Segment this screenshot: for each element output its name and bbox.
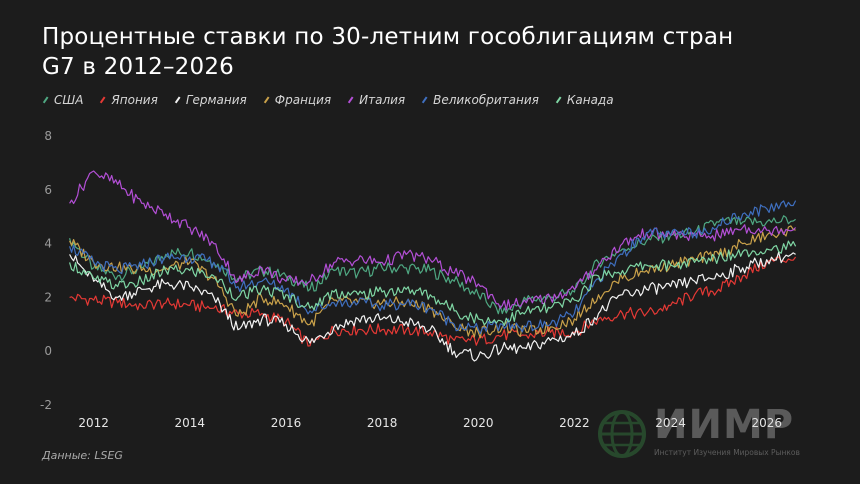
x-tick-label: 2014 (175, 416, 206, 430)
brand-watermark: ИИМР Институт Изучения Мировых Рынков (592, 402, 832, 468)
y-tick-label: 2 (44, 290, 52, 304)
legend-label: Великобритания (433, 93, 539, 107)
x-tick-label: 2024 (655, 416, 686, 430)
y-tick-label: 0 (44, 344, 52, 358)
legend-item: США (42, 93, 83, 107)
legend-label: Франция (274, 93, 332, 107)
brand-name: ИИМР (654, 402, 795, 448)
x-tick-label: 2018 (367, 416, 398, 430)
y-tick-label: 4 (44, 237, 52, 251)
series-line-3 (69, 251, 796, 362)
data-source-note: Данные: LSEG (42, 449, 123, 462)
legend-label: Канада (566, 93, 614, 107)
legend-label: Германия (185, 93, 247, 107)
globe-icon (598, 410, 646, 458)
legend-label: США (54, 93, 84, 107)
legend-label: Япония (111, 93, 158, 107)
chart-legend: США Япония Германия Франция Италия Великобрит… (42, 93, 614, 107)
legend-item: Канада (555, 93, 614, 107)
legend-item: Германия (174, 93, 247, 107)
series-line-6 (69, 200, 797, 335)
series-line-2 (69, 256, 797, 347)
y-tick-label: -2 (40, 398, 52, 412)
x-tick-label: 2012 (78, 416, 109, 430)
x-tick-label: 2016 (271, 416, 302, 430)
legend-item: Япония (99, 93, 158, 107)
y-tick-label: 6 (44, 183, 52, 197)
legend-item: Франция (263, 93, 331, 107)
x-tick-label: 2022 (559, 416, 590, 430)
legend-item: Великобритания (421, 93, 539, 107)
y-tick-label: 8 (44, 129, 52, 143)
brand-subtitle: Институт Изучения Мировых Рынков (654, 448, 800, 457)
chart-title: Процентные ставки по 30-летним гособлига… (42, 24, 734, 80)
series-line-7 (69, 240, 797, 326)
legend-label: Италия (359, 93, 406, 107)
series-line-5 (69, 170, 797, 311)
legend-item: Италия (347, 93, 405, 107)
x-tick-label: 2020 (463, 416, 494, 430)
x-tick-label: 2026 (751, 416, 782, 430)
